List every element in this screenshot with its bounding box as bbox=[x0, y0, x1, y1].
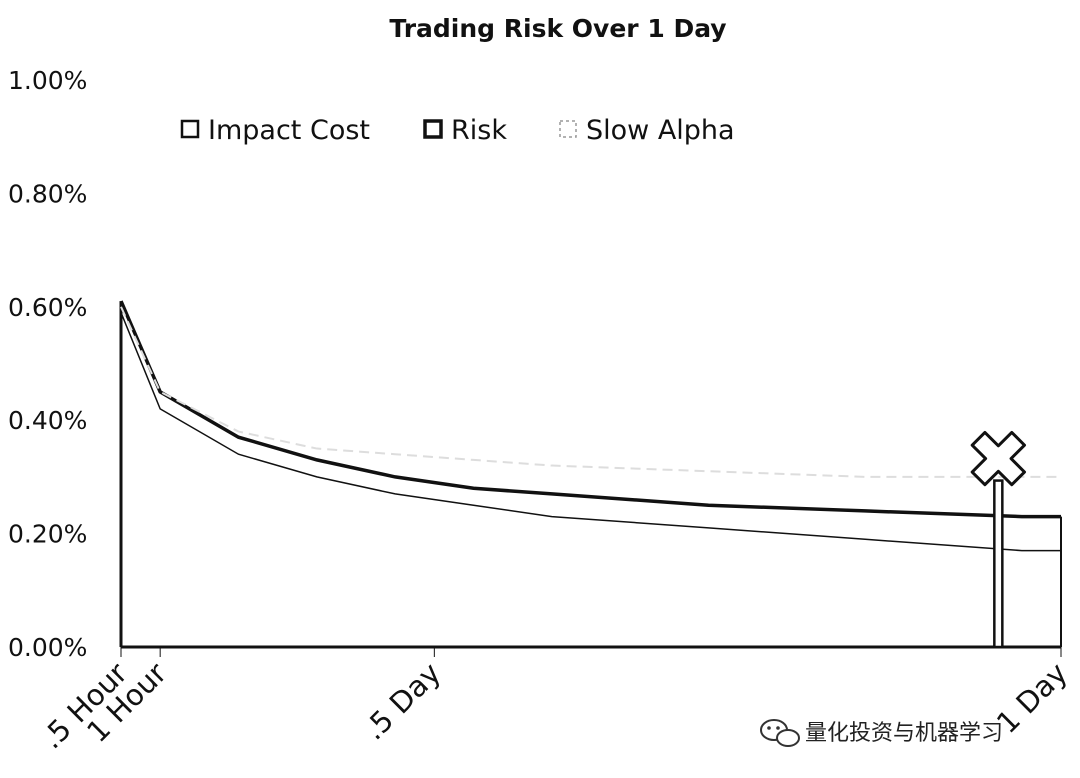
wechat-icon bbox=[760, 719, 800, 747]
x-marker-shape bbox=[970, 430, 1026, 487]
legend-label: Impact Cost bbox=[208, 115, 370, 146]
chart-title: Trading Risk Over 1 Day bbox=[389, 14, 726, 43]
plot-area bbox=[119, 301, 1062, 649]
y-tick-label: 0.00% bbox=[8, 633, 87, 662]
legend: Impact Cost Risk Slow Alpha bbox=[180, 115, 735, 146]
y-tick-label: 0.20% bbox=[8, 520, 87, 549]
series-line-slow-alpha bbox=[120, 306, 1061, 478]
legend-swatch bbox=[559, 120, 577, 138]
marker bbox=[970, 430, 1026, 649]
y-tick-label: 1.00% bbox=[8, 66, 87, 95]
series-lines bbox=[119, 300, 1061, 552]
y-axis: 0.00% 0.20% 0.40% 0.60% 0.80% 1.00% bbox=[8, 66, 87, 662]
y-tick-label: 0.40% bbox=[8, 406, 87, 435]
y-tick-label: 0.60% bbox=[8, 293, 87, 322]
watermark: 量化投资与机器学习 bbox=[760, 719, 1003, 747]
series-line-risk bbox=[119, 300, 1061, 519]
x-tick-label: .5 Day bbox=[357, 656, 448, 747]
legend-label: Risk bbox=[451, 115, 507, 146]
y-tick-label: 0.80% bbox=[8, 179, 87, 208]
legend-swatch bbox=[423, 119, 443, 139]
legend-swatch bbox=[180, 119, 200, 139]
legend-label: Slow Alpha bbox=[586, 115, 735, 146]
watermark-text: 量化投资与机器学习 bbox=[805, 721, 1003, 746]
x-marker bbox=[970, 430, 1026, 487]
marker-stem bbox=[993, 479, 1004, 649]
series-line-impact-cost bbox=[120, 312, 1061, 552]
